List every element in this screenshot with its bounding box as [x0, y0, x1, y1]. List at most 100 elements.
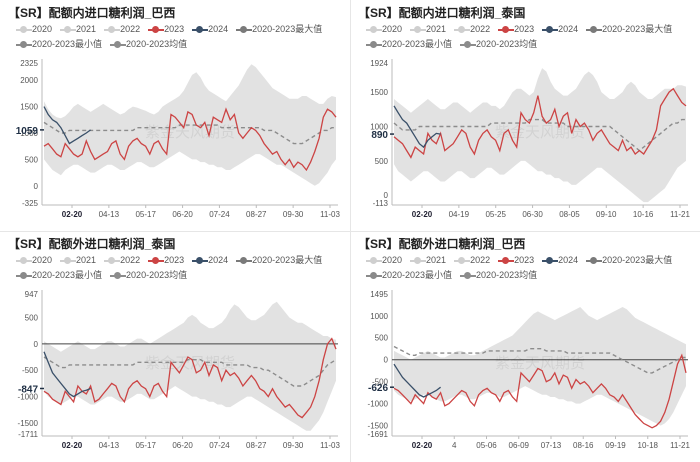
legend-label: 2020-2023均值 — [476, 39, 538, 49]
legend-label: 2020-2023最大值 — [252, 24, 323, 34]
legend-item[interactable]: 2024 — [542, 253, 578, 268]
legend-item[interactable]: 2020 — [366, 22, 402, 37]
y-tick-label: 1000 — [370, 312, 388, 321]
x-tick-label: 05-06 — [476, 441, 497, 450]
legend-item[interactable]: 2021 — [410, 253, 446, 268]
y-tick-label: -1691 — [368, 430, 389, 439]
x-tick-label: 09-19 — [605, 441, 626, 450]
legend-swatch-icon — [586, 25, 603, 34]
legend-swatch-icon — [460, 40, 477, 49]
legend-item[interactable]: 2021 — [60, 22, 96, 37]
legend-item[interactable]: 2020 — [16, 22, 52, 37]
x-tick-label: 11-21 — [670, 210, 690, 219]
legend-label: 2023 — [164, 255, 185, 265]
legend-swatch-icon — [542, 25, 559, 34]
y-tick-label: 500 — [375, 334, 389, 343]
legend-swatch-icon — [110, 40, 127, 49]
legend-label: 2023 — [164, 24, 185, 34]
x-tick-label: 06-20 — [172, 210, 193, 219]
x-tick-label: 4 — [452, 441, 457, 450]
legend-label: 2020-2023最小值 — [382, 270, 453, 280]
x-tick-label: 11-03 — [320, 210, 340, 219]
legend-item[interactable]: 2020-2023最大值 — [586, 22, 672, 37]
legend-label: 2024 — [208, 255, 229, 265]
x-tick-label: 10-16 — [633, 210, 654, 219]
x-tick-label: 09-30 — [283, 441, 304, 450]
legend-item[interactable]: 2020-2023最小值 — [16, 268, 102, 283]
mean-series-line — [43, 356, 337, 387]
y-tick-label: 500 — [25, 155, 39, 164]
panel-divider-horizontal — [0, 231, 700, 232]
legend-item[interactable]: 2022 — [104, 22, 140, 37]
y-tick-label: 0 — [34, 182, 39, 191]
legend-item[interactable]: 2020-2023均值 — [110, 37, 187, 52]
x-tick-label: 02-20 — [62, 441, 83, 450]
legend-label: 2024 — [558, 24, 579, 34]
x-tick-label: 08-05 — [559, 210, 580, 219]
y-tick-label: 500 — [25, 314, 39, 323]
legend-swatch-icon — [192, 25, 209, 34]
legend-item[interactable]: 2024 — [192, 253, 228, 268]
legend-item[interactable]: 2024 — [192, 22, 228, 37]
y-tick-label: -113 — [373, 199, 389, 208]
legend-label: 2022 — [470, 255, 491, 265]
legend-swatch-icon — [110, 271, 127, 280]
legend-label: 2024 — [558, 255, 579, 265]
chart-title: 【SR】配额外进口糖利润_泰国 — [8, 237, 176, 251]
legend-item[interactable]: 2022 — [454, 253, 490, 268]
chart-svg: 1495 1000 500 0 -500 -1000 -1500-1691 02-20 4 05-… — [368, 290, 690, 450]
legend-item[interactable]: 2020-2023最大值 — [586, 253, 672, 268]
y-tick-label: 0 — [384, 356, 389, 365]
series-2023-line — [43, 337, 337, 419]
legend-item[interactable]: 2020-2023均值 — [460, 268, 537, 283]
x-tick-label: 09-30 — [283, 210, 304, 219]
legend-item[interactable]: 2023 — [148, 253, 184, 268]
legend-swatch-icon — [410, 256, 427, 265]
legend-label: 2020 — [382, 24, 403, 34]
y-tick-label: -500 — [22, 366, 39, 375]
legend-item[interactable]: 2024 — [542, 22, 578, 37]
legend-swatch-icon — [148, 256, 165, 265]
legend-label: 2020-2023最大值 — [602, 255, 673, 265]
legend-item[interactable]: 2021 — [60, 253, 96, 268]
legend-item[interactable]: 2020-2023均值 — [110, 268, 187, 283]
legend-label: 2020-2023最大值 — [252, 255, 323, 265]
chart-legend: 2020 2021 2022 2023 2024 2020-2023最大值 2020-202… — [16, 22, 346, 52]
x-tick-label: 02-20 — [412, 441, 433, 450]
legend-label: 2020 — [382, 255, 403, 265]
legend-item[interactable]: 2020-2023均值 — [460, 37, 537, 52]
current-value-label: -626 — [368, 383, 388, 394]
chart-legend: 2020 2021 2022 2023 2024 2020-2023最大值 2020-202… — [366, 253, 696, 283]
series-2024-line — [393, 363, 441, 398]
mean-series-line — [43, 121, 336, 145]
legend-item[interactable]: 2023 — [498, 253, 534, 268]
legend-label: 2021 — [76, 255, 97, 265]
legend-swatch-icon — [236, 256, 253, 265]
x-tick-label: 07-24 — [209, 441, 230, 450]
legend-item[interactable]: 2022 — [104, 253, 140, 268]
mean-series-line — [393, 345, 686, 374]
legend-swatch-icon — [148, 25, 165, 34]
legend-item[interactable]: 2023 — [498, 22, 534, 37]
legend-item[interactable]: 2020-2023最小值 — [366, 37, 452, 52]
chart-title: 【SR】配额内进口糖利润_泰国 — [358, 6, 526, 20]
legend-item[interactable]: 2021 — [410, 22, 446, 37]
legend-item[interactable]: 2020-2023最小值 — [16, 37, 102, 52]
legend-swatch-icon — [366, 40, 382, 49]
chart-title: 【SR】配额外进口糖利润_巴西 — [358, 237, 526, 251]
legend-label: 2020-2023最大值 — [602, 24, 673, 34]
legend-item[interactable]: 2020 — [16, 253, 52, 268]
current-value-label: -847 — [18, 384, 38, 395]
legend-item[interactable]: 2023 — [148, 22, 184, 37]
y-tick-label: -325 — [22, 199, 39, 208]
series-2024-line — [43, 351, 91, 398]
legend-item[interactable]: 2020-2023最小值 — [366, 268, 452, 283]
legend-item[interactable]: 2020 — [366, 253, 402, 268]
y-tick-label: 1500 — [370, 88, 388, 97]
chart-legend: 2020 2021 2022 2023 2024 2020-2023最大值 2020-202… — [366, 22, 696, 52]
legend-item[interactable]: 2020-2023最大值 — [236, 22, 322, 37]
legend-item[interactable]: 2020-2023最大值 — [236, 253, 322, 268]
legend-item[interactable]: 2022 — [454, 22, 490, 37]
chart-legend: 2020 2021 2022 2023 2024 2020-2023最大值 2020-202… — [16, 253, 346, 283]
x-tick-label: 06-20 — [172, 441, 193, 450]
